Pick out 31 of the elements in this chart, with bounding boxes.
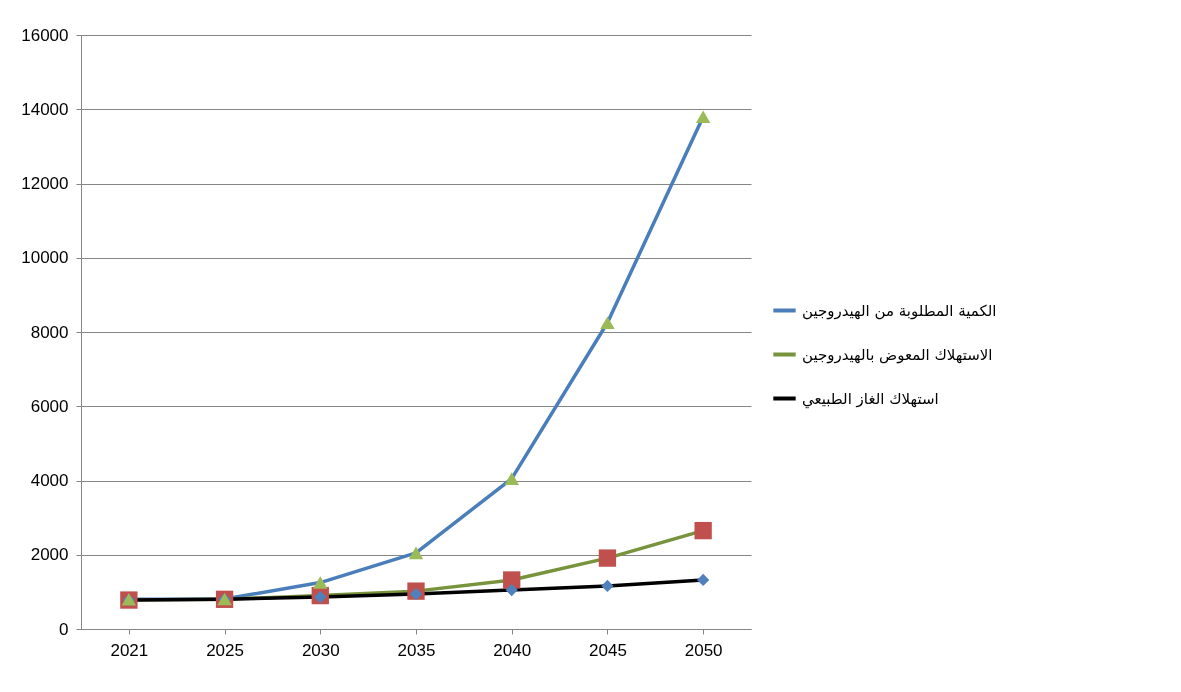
x-tick-label: 2025 (206, 640, 244, 660)
point (601, 579, 614, 593)
legend-label: الكمية المطلوبة من الهيدروجين (802, 301, 997, 320)
y-tick-label: 10000 (21, 248, 69, 268)
x-tick-label: 2050 (684, 640, 723, 660)
point (503, 571, 521, 589)
y-tick-label: 0 (59, 619, 69, 639)
point (504, 472, 519, 485)
point (694, 521, 712, 540)
point (600, 316, 615, 329)
point (695, 110, 711, 123)
x-tick-label: 2045 (589, 640, 627, 660)
point (505, 583, 518, 597)
point (598, 549, 617, 567)
point (409, 587, 423, 601)
y-tick-label: 14000 (21, 99, 69, 119)
x-tick-label: 2040 (493, 640, 532, 660)
x-tick-label: 2035 (397, 640, 436, 660)
point (697, 573, 710, 587)
legend-label: الاستهلاك المعوض بالهيدروجين (802, 345, 993, 364)
point (408, 546, 424, 560)
y-tick-label: 16000 (21, 25, 69, 45)
y-tick-label: 2000 (30, 545, 69, 565)
y-tick-label: 8000 (30, 322, 69, 342)
x-tick-label: 2030 (301, 640, 340, 660)
y-tick-label: 4000 (30, 471, 69, 490)
x-tick-label: 2021 (110, 640, 149, 660)
point (313, 576, 328, 589)
y-tick-label: 12000 (21, 174, 69, 193)
y-tick-label: 6000 (30, 396, 69, 416)
legend-label: استهلاك الغاز الطبيعي (802, 389, 939, 409)
